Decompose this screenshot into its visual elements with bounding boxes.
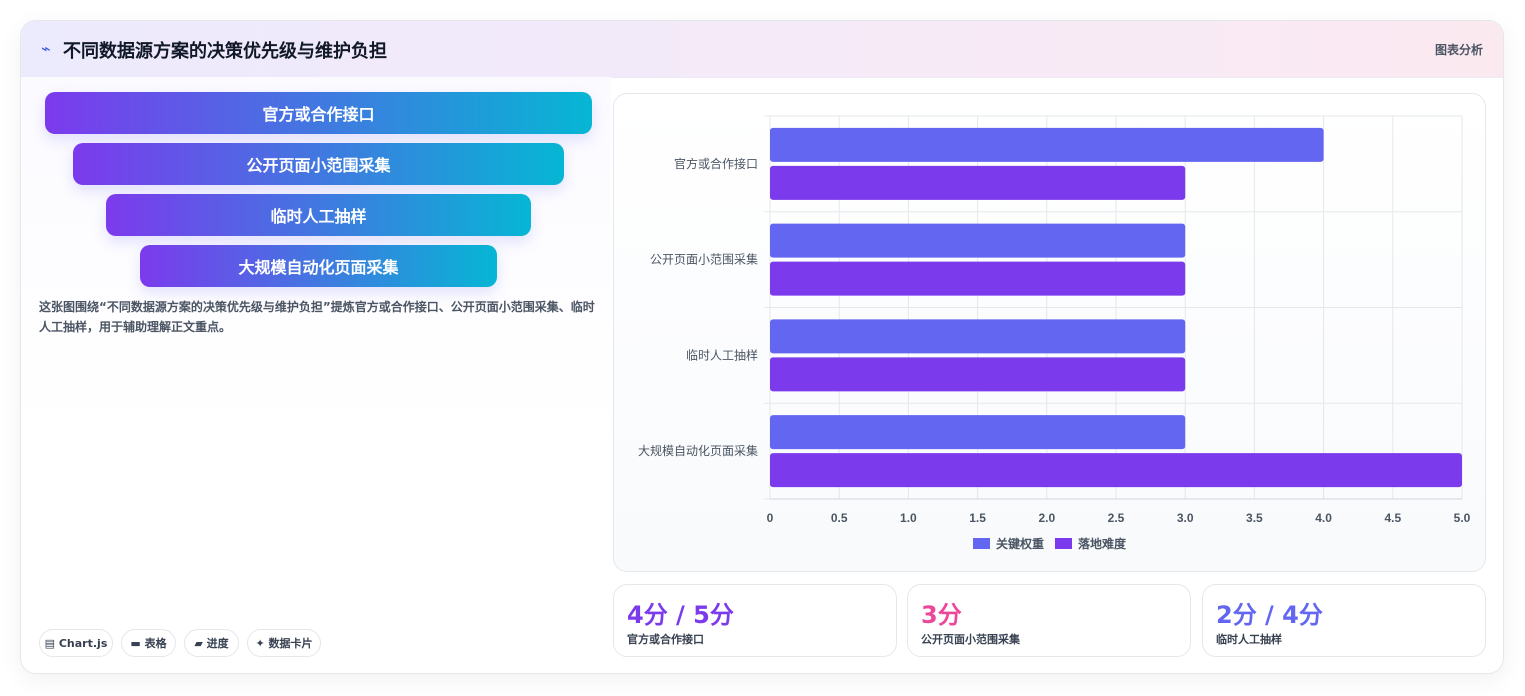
bar	[770, 319, 1186, 354]
funnel-label: 大规模自动化页面采集	[238, 258, 399, 277]
x-tick-label: 0.5	[831, 511, 848, 525]
stat-label: 公开页面小范围采集	[921, 633, 1020, 646]
x-tick-label: 4.0	[1315, 511, 1332, 525]
stat-value: 3分	[921, 601, 962, 629]
tag-label: Chart.js	[58, 636, 108, 650]
tag-chartjs[interactable]: ▤ Chart.js	[39, 629, 113, 657]
category-label: 临时人工抽样	[686, 347, 758, 362]
funnel-bar-4: 大规模自动化页面采集	[140, 245, 497, 287]
bar	[770, 261, 1186, 296]
tag-label: 进度	[206, 637, 229, 650]
funnel-label: 公开页面小范围采集	[246, 156, 391, 175]
funnel-bar-2: 公开页面小范围采集	[73, 143, 564, 185]
bar	[770, 357, 1186, 392]
bar	[770, 223, 1186, 258]
stat-label: 官方或合作接口	[627, 633, 704, 646]
funnel-label: 临时人工抽样	[270, 207, 367, 226]
sparkle-icon: ✦	[255, 636, 265, 650]
bar	[770, 165, 1186, 200]
header: ⌁ 不同数据源方案的决策优先级与维护负担 图表分析	[21, 21, 1503, 78]
trend-icon: ⌁	[41, 39, 51, 58]
funnel-bar-1: 官方或合作接口	[45, 92, 592, 134]
funnel-label: 官方或合作接口	[262, 105, 375, 124]
x-tick-label: 0	[767, 511, 774, 525]
header-tag: 图表分析	[1434, 43, 1483, 57]
x-tick-label: 1.0	[900, 511, 917, 525]
chart-panel: 官方或合作接口公开页面小范围采集临时人工抽样大规模自动化页面采集 0 0.5 1.0 1…	[613, 93, 1486, 572]
tag-progress[interactable]: ▰ 进度	[184, 629, 239, 657]
bar	[770, 127, 1324, 162]
description: 这张图围绕“不同数据源方案的决策优先级与维护负担”提炼官方或合作接口、公开页面小…	[39, 300, 595, 334]
x-tick-label: 1.5	[969, 511, 986, 525]
page-title: 不同数据源方案的决策优先级与维护负担	[63, 41, 387, 62]
stat-label: 临时人工抽样	[1216, 633, 1282, 646]
tag-label: 数据卡片	[268, 637, 313, 650]
category-label: 大规模自动化页面采集	[638, 443, 758, 458]
chart-icon: ▤	[44, 636, 56, 650]
legend-label: 落地难度	[1078, 536, 1127, 551]
x-tick-label: 2.0	[1038, 511, 1055, 525]
x-tick-label: 4.5	[1384, 511, 1401, 525]
stat-value: 2分 / 4分	[1216, 601, 1323, 629]
tag-table[interactable]: ▬ 表格	[121, 629, 176, 657]
chart-card-container: ⌁ 不同数据源方案的决策优先级与维护负担 图表分析 官方或合作接口 公开页面小范…	[20, 20, 1504, 674]
progress-icon: ▰	[194, 636, 203, 650]
category-label: 官方或合作接口	[674, 156, 758, 171]
bar	[770, 453, 1462, 488]
x-tick-label: 5.0	[1454, 511, 1471, 525]
bar	[770, 415, 1186, 450]
stat-card-3: 2分 / 4分 临时人工抽样	[1202, 584, 1486, 657]
x-tick-label: 3.5	[1246, 511, 1263, 525]
legend-swatch	[973, 538, 990, 549]
legend-label: 关键权重	[996, 536, 1044, 551]
tag-datacard[interactable]: ✦ 数据卡片	[247, 629, 321, 657]
tag-label: 表格	[144, 637, 167, 650]
legend-swatch	[1055, 538, 1072, 549]
funnel-bar-3: 临时人工抽样	[106, 194, 531, 236]
stat-card-1: 4分 / 5分 官方或合作接口	[613, 584, 897, 657]
table-icon: ▬	[130, 636, 141, 650]
x-tick-label: 2.5	[1108, 511, 1125, 525]
x-tick-label: 3.0	[1177, 511, 1194, 525]
stat-card-2: 3分 公开页面小范围采集	[907, 584, 1191, 657]
category-label: 公开页面小范围采集	[650, 252, 758, 267]
stat-value: 4分 / 5分	[627, 601, 734, 629]
